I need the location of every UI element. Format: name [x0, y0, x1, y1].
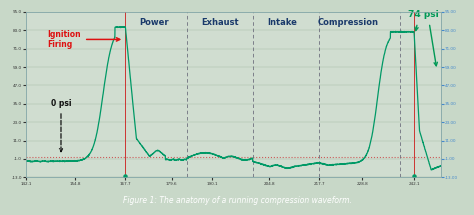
- Text: Power: Power: [139, 18, 169, 27]
- Text: Figure 1: The anatomy of a running compression waveform.: Figure 1: The anatomy of a running compr…: [123, 197, 351, 206]
- Text: Exhaust: Exhaust: [201, 18, 238, 27]
- Text: 0 psi: 0 psi: [51, 99, 71, 152]
- Text: Ignition
Firing: Ignition Firing: [47, 30, 120, 49]
- Text: Intake: Intake: [267, 18, 297, 27]
- Text: 74 psi: 74 psi: [408, 11, 439, 20]
- Text: Compression: Compression: [317, 18, 378, 27]
